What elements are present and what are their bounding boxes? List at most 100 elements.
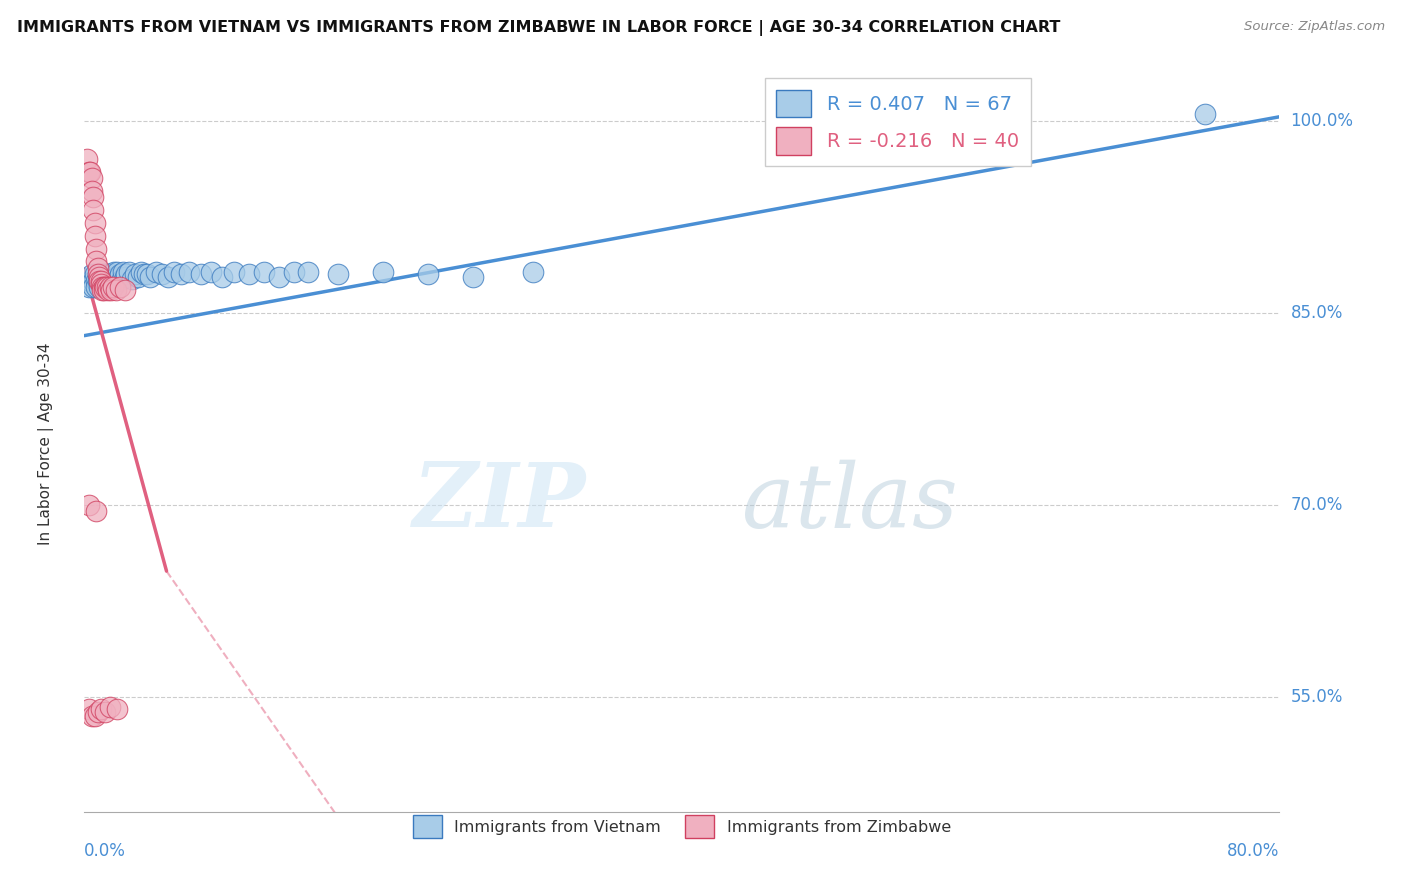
Point bbox=[104, 269, 127, 284]
Point bbox=[89, 274, 111, 288]
Point bbox=[89, 274, 111, 288]
Point bbox=[115, 267, 138, 281]
Text: IMMIGRANTS FROM VIETNAM VS IMMIGRANTS FROM ZIMBABWE IN LABOR FORCE | AGE 30-34 C: IMMIGRANTS FROM VIETNAM VS IMMIGRANTS FR… bbox=[17, 20, 1060, 36]
Point bbox=[77, 165, 100, 179]
Point bbox=[145, 265, 167, 279]
Text: ZIP: ZIP bbox=[413, 459, 586, 546]
Point bbox=[86, 274, 108, 288]
Point bbox=[93, 283, 115, 297]
Point bbox=[267, 269, 290, 284]
Point bbox=[86, 242, 108, 256]
Text: Source: ZipAtlas.com: Source: ZipAtlas.com bbox=[1244, 20, 1385, 33]
Point bbox=[98, 280, 121, 294]
Point bbox=[118, 265, 141, 279]
Point bbox=[80, 708, 103, 723]
Text: 55.0%: 55.0% bbox=[1291, 688, 1343, 706]
Point bbox=[83, 228, 105, 243]
Point bbox=[90, 274, 112, 288]
Point bbox=[297, 265, 319, 279]
Point bbox=[97, 274, 120, 288]
Point bbox=[90, 267, 112, 281]
Point bbox=[97, 283, 120, 297]
Point bbox=[93, 274, 115, 288]
Point bbox=[90, 702, 112, 716]
Point bbox=[82, 203, 104, 218]
Point bbox=[76, 152, 98, 166]
Point bbox=[80, 267, 103, 281]
Point bbox=[111, 272, 134, 286]
Text: 100.0%: 100.0% bbox=[1291, 112, 1354, 129]
Point bbox=[139, 269, 162, 284]
Point bbox=[114, 269, 136, 284]
Point bbox=[107, 269, 129, 284]
Text: atlas: atlas bbox=[742, 459, 957, 546]
Point bbox=[90, 277, 112, 292]
Point bbox=[82, 190, 104, 204]
Point bbox=[129, 265, 152, 279]
Point bbox=[93, 267, 115, 281]
Point bbox=[98, 274, 121, 288]
Point bbox=[112, 265, 135, 279]
Point bbox=[90, 274, 112, 288]
Point bbox=[94, 267, 117, 281]
Point bbox=[103, 265, 125, 279]
Point bbox=[136, 267, 159, 281]
Point bbox=[80, 184, 103, 198]
Point bbox=[110, 267, 132, 281]
Point bbox=[77, 280, 100, 294]
Point bbox=[87, 260, 110, 275]
Point bbox=[96, 280, 118, 294]
Point bbox=[200, 265, 222, 279]
Point bbox=[157, 269, 180, 284]
Point bbox=[283, 265, 305, 279]
Point bbox=[94, 705, 117, 719]
Point bbox=[101, 280, 124, 294]
Point bbox=[86, 280, 108, 294]
Legend: Immigrants from Vietnam, Immigrants from Zimbabwe: Immigrants from Vietnam, Immigrants from… bbox=[406, 809, 957, 844]
Point bbox=[83, 708, 105, 723]
Point bbox=[77, 702, 100, 716]
Point bbox=[87, 274, 110, 288]
Point bbox=[124, 267, 146, 281]
Point bbox=[96, 274, 118, 288]
Point bbox=[177, 265, 200, 279]
Text: 70.0%: 70.0% bbox=[1291, 496, 1343, 514]
Point bbox=[253, 265, 276, 279]
Point bbox=[91, 267, 114, 281]
Point bbox=[150, 267, 173, 281]
Point bbox=[93, 280, 115, 294]
Point bbox=[522, 265, 544, 279]
Point bbox=[110, 280, 132, 294]
Point bbox=[87, 267, 110, 281]
Point bbox=[86, 504, 108, 518]
Point bbox=[222, 265, 245, 279]
Point bbox=[103, 272, 125, 286]
Point bbox=[94, 280, 117, 294]
Point bbox=[100, 283, 122, 297]
Point bbox=[87, 267, 110, 281]
Point bbox=[80, 171, 103, 186]
Point bbox=[1194, 107, 1216, 121]
Point bbox=[114, 283, 136, 297]
Point bbox=[461, 269, 484, 284]
Point bbox=[105, 265, 128, 279]
Point bbox=[89, 280, 111, 294]
Point bbox=[83, 216, 105, 230]
Point bbox=[373, 265, 395, 279]
Point bbox=[86, 254, 108, 268]
Point bbox=[91, 283, 114, 297]
Point bbox=[97, 267, 120, 281]
Point bbox=[163, 265, 186, 279]
Point bbox=[101, 269, 124, 284]
Point bbox=[416, 267, 439, 281]
Point bbox=[91, 280, 114, 294]
Point bbox=[98, 699, 121, 714]
Point bbox=[87, 705, 110, 719]
Point bbox=[105, 702, 128, 716]
Text: In Labor Force | Age 30-34: In Labor Force | Age 30-34 bbox=[38, 343, 53, 545]
Point bbox=[127, 269, 149, 284]
Point bbox=[77, 498, 100, 512]
Text: 85.0%: 85.0% bbox=[1291, 303, 1343, 322]
Text: 0.0%: 0.0% bbox=[84, 842, 127, 860]
Point bbox=[79, 274, 101, 288]
